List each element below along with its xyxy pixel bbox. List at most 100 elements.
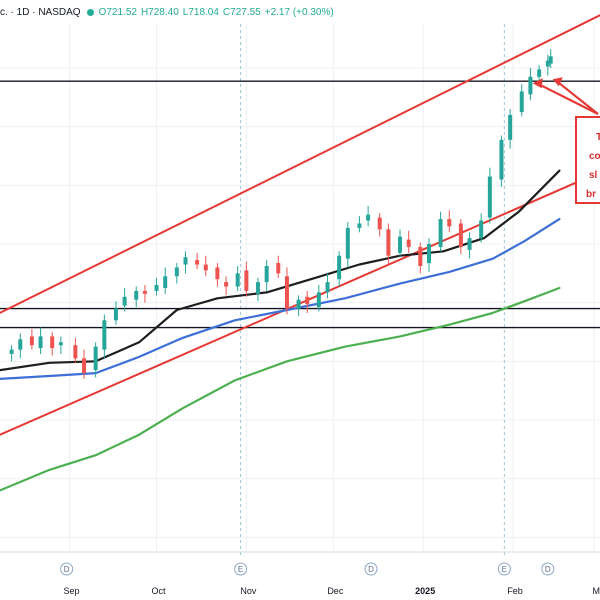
candle: [519, 84, 524, 117]
close-value: C727.55: [222, 6, 261, 18]
candle: [276, 255, 281, 278]
candle-body: [264, 266, 269, 283]
candle-body: [418, 246, 423, 266]
open-value: O721.52: [98, 6, 137, 18]
annotation-text: co: [589, 151, 600, 162]
candle-body: [487, 176, 492, 218]
candle: [235, 266, 240, 291]
candle-body: [93, 346, 98, 371]
moving-averages: [0, 169, 561, 492]
annotation-text: sl: [589, 170, 598, 181]
candle: [142, 285, 147, 303]
candle: [337, 251, 342, 287]
candle-body: [316, 292, 321, 308]
candle: [296, 295, 301, 316]
candle: [386, 223, 391, 265]
candle: [426, 238, 431, 272]
candle: [215, 263, 220, 287]
annotation-text: T: [596, 132, 600, 143]
event-marker-e: E: [497, 562, 511, 576]
arrow-head-icon: [552, 77, 563, 87]
grid: [0, 24, 600, 552]
candle-body: [528, 76, 533, 95]
candle: [377, 213, 382, 237]
candle: [73, 337, 78, 363]
candle-body: [276, 263, 281, 274]
candle-body: [337, 255, 342, 280]
candle-body: [386, 229, 391, 256]
candle-body: [224, 282, 229, 287]
candle: [479, 213, 484, 243]
candle-body: [377, 217, 382, 230]
candle-body: [479, 220, 484, 239]
candle: [357, 216, 362, 233]
candle-body: [235, 273, 240, 287]
candle-body: [38, 336, 43, 349]
candle-body: [9, 349, 14, 354]
candle: [50, 332, 55, 356]
candle: [284, 267, 289, 315]
event-marker-label: E: [238, 565, 243, 574]
x-tick-label: Oct: [152, 586, 167, 596]
candle: [82, 349, 87, 379]
candle: [458, 219, 463, 255]
candle-body: [183, 257, 188, 265]
annotation[interactable]: Tco sl br: [532, 77, 600, 204]
candle-body: [325, 282, 330, 293]
candle-body: [284, 276, 289, 309]
candle: [174, 263, 179, 284]
candle-body: [142, 290, 147, 294]
x-tick-label: Sep: [64, 586, 80, 596]
event-marker-circle: [234, 562, 248, 576]
moving-average-black: [0, 169, 561, 372]
candle: [183, 251, 188, 274]
trend-channel[interactable]: [0, 14, 600, 436]
candle-body: [499, 139, 504, 180]
event-marker-circle: [497, 562, 511, 576]
candle: [195, 252, 200, 269]
candle: [418, 242, 423, 274]
candle: [487, 167, 492, 224]
candle: [122, 288, 127, 312]
candle-body: [18, 339, 23, 350]
chart-header: c. · 1D · NASDAQ O721.52 H728.40 L718.04…: [0, 0, 334, 24]
candle-body: [113, 308, 118, 321]
candle: [29, 329, 34, 350]
candle-body: [398, 236, 402, 253]
candle-body: [102, 320, 107, 350]
x-tick-label: Feb: [507, 586, 523, 596]
candle: [38, 327, 43, 354]
event-marker-e: E: [234, 562, 248, 576]
candle: [305, 290, 310, 313]
candle-body: [305, 296, 310, 305]
change-value: +2.17 (+0.30%): [264, 6, 334, 18]
candle: [9, 345, 14, 362]
candle: [113, 301, 118, 325]
annotation-box: [575, 116, 600, 204]
candle-body: [244, 270, 249, 291]
x-tick-label: Dec: [327, 586, 344, 596]
event-marker-circle: [60, 562, 74, 576]
candle: [438, 211, 443, 252]
candle: [102, 314, 107, 359]
candle-body: [58, 342, 63, 346]
annotation-arrow: [556, 80, 599, 115]
candle-body: [82, 358, 87, 374]
candle-body: [545, 60, 550, 67]
candle: [244, 261, 249, 297]
candle: [264, 260, 269, 291]
candle-body: [357, 223, 362, 228]
candle-body: [366, 214, 371, 221]
candle-body: [122, 296, 127, 306]
arrow-head-icon: [532, 78, 543, 89]
event-marker-circle: [364, 562, 378, 576]
candles: [9, 48, 553, 379]
high-value: H728.40: [140, 6, 179, 18]
candle-body: [163, 276, 168, 288]
candle-body: [215, 267, 220, 280]
candle-body: [467, 238, 472, 250]
event-marker-d: D: [60, 562, 74, 576]
event-marker-label: D: [545, 565, 551, 574]
candle-body: [154, 285, 159, 291]
